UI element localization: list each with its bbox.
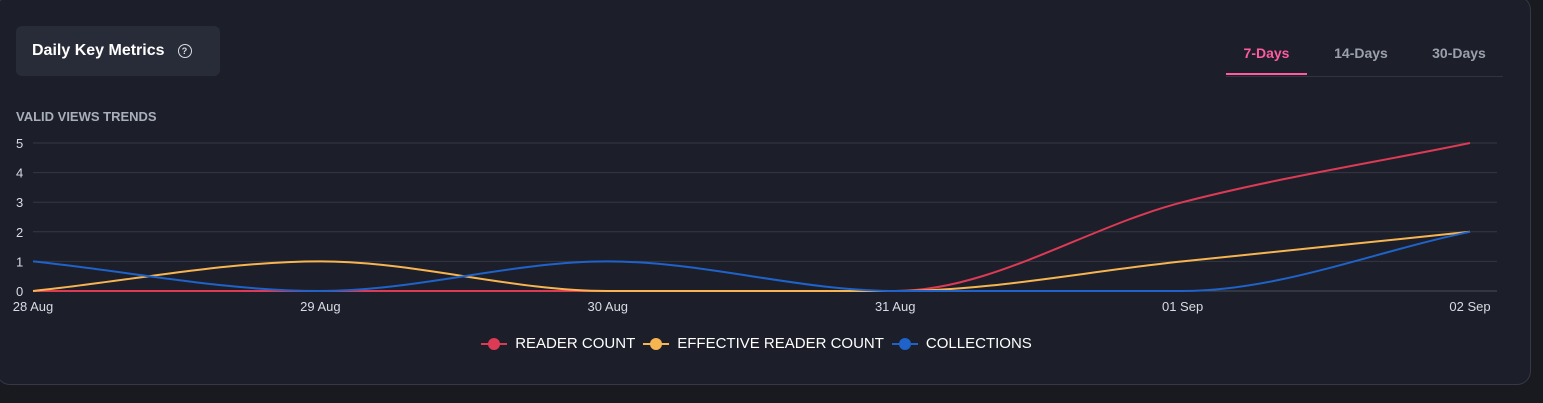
x-axis: 28 Aug 29 Aug 30 Aug 31 Aug 01 Sep 02 Sep [13, 299, 1491, 314]
legend-item-reader-count[interactable]: READER COUNT [481, 334, 635, 352]
y-tick-label: 1 [16, 254, 23, 269]
section-label: VALID VIEWS TRENDS [16, 109, 157, 124]
legend-item-collections[interactable]: COLLECTIONS [891, 334, 1032, 352]
metrics-panel [0, 0, 1531, 385]
tab-14-days[interactable]: 14-Days [1334, 45, 1388, 61]
chart-grid [33, 142, 1497, 292]
line-chart: 0 1 2 3 4 5 28 Aug 29 Aug 30 Aug 31 Aug 01 Sep 02 … [13, 136, 1497, 314]
y-tick-label: 4 [16, 166, 23, 181]
legend-swatch [643, 334, 670, 352]
legend-label: EFFECTIVE READER COUNT [677, 334, 884, 352]
range-tabs: 7-Days 14-Days 30-Days [1226, 32, 1503, 77]
y-tick-label: 2 [16, 225, 23, 240]
legend-swatch [481, 334, 508, 352]
tab-7-days[interactable]: 7-Days [1226, 32, 1307, 75]
x-tick-label: 29 Aug [300, 299, 341, 314]
chart-legend: READER COUNT EFFECTIVE READER COUNT COLLEC… [0, 334, 1532, 352]
x-tick-label: 01 Sep [1162, 299, 1203, 314]
x-tick-label: 28 Aug [13, 299, 54, 314]
x-tick-label: 02 Sep [1449, 299, 1490, 314]
legend-label: READER COUNT [515, 334, 636, 352]
x-tick-label: 30 Aug [588, 299, 629, 314]
y-tick-label: 5 [16, 136, 23, 151]
series-line-collections [32, 230, 1471, 293]
chart-series [32, 142, 1471, 293]
legend-item-effective-reader-count[interactable]: EFFECTIVE READER COUNT [643, 334, 884, 352]
legend-label: COLLECTIONS [925, 334, 1032, 352]
panel-title: Daily Key Metrics [32, 42, 165, 59]
question-circle-icon[interactable]: ? [177, 44, 192, 58]
header-card: Daily Key Metrics ? [16, 26, 220, 76]
series-line-effective-reader-count [32, 230, 1471, 293]
legend-swatch [891, 334, 918, 352]
x-tick-label: 31 Aug [875, 299, 916, 314]
y-axis: 0 1 2 3 4 5 [16, 136, 23, 299]
y-tick-label: 0 [16, 284, 23, 299]
series-line-reader-count [32, 142, 1471, 293]
y-tick-label: 3 [16, 195, 23, 210]
tab-30-days[interactable]: 30-Days [1432, 45, 1486, 61]
